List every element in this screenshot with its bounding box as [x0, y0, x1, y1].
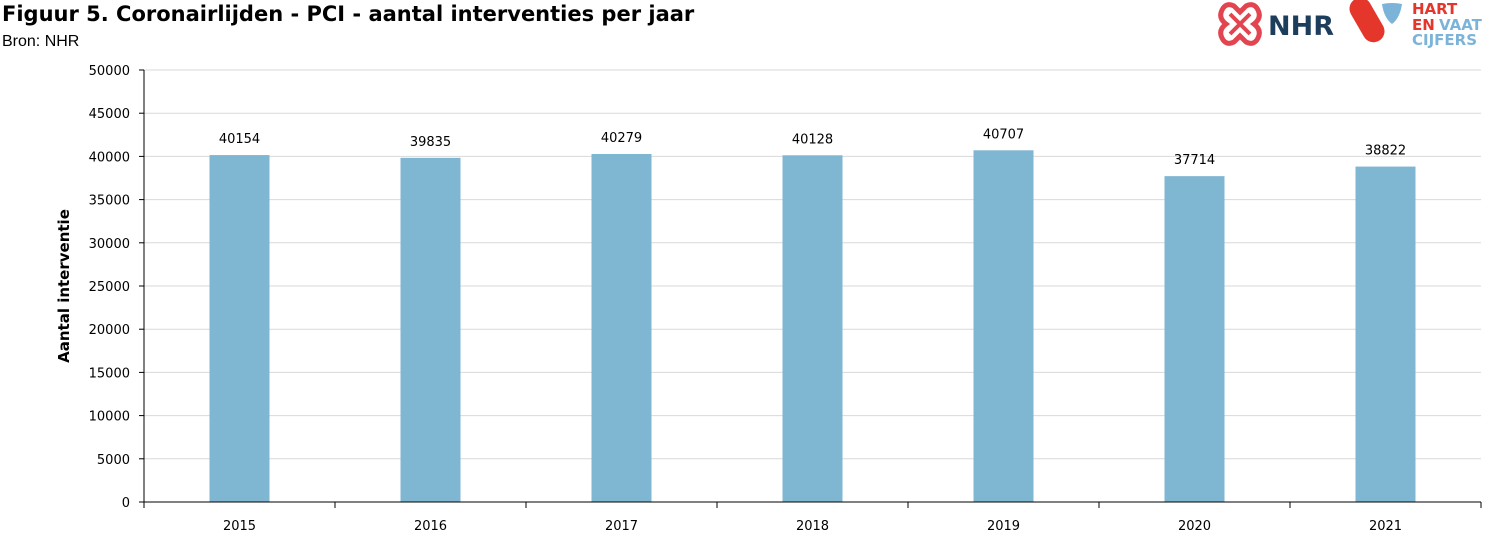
x-tick-label: 2020: [1178, 519, 1211, 534]
data-label: 40128: [792, 132, 833, 147]
bar: [209, 155, 270, 502]
y-tick-label: 5000: [97, 453, 130, 468]
x-tick-label: 2021: [1369, 519, 1402, 534]
hartenvaat-logo-icon: [1349, 0, 1402, 43]
en-text: EN: [1412, 16, 1435, 34]
y-tick-label: 25000: [89, 280, 130, 295]
data-labels: 40154 39835 40279 40128 40707 37714 38822: [219, 127, 1406, 168]
cijfers-text: CIJFERS: [1412, 31, 1477, 48]
y-tick-label: 40000: [89, 150, 130, 165]
bar: [1164, 176, 1225, 502]
y-tick-label: 0: [122, 496, 130, 511]
chart-title: Figuur 5. Coronairlijden - PCI - aantal …: [2, 2, 695, 26]
y-tick-label: 30000: [89, 237, 130, 252]
x-tick-label: 2016: [414, 519, 447, 534]
chart-source: Bron: NHR: [2, 33, 80, 50]
x-tick-label: 2017: [605, 519, 638, 534]
data-label: 38822: [1365, 144, 1406, 159]
data-label: 40707: [983, 127, 1024, 142]
nhr-logo-icon: [1218, 2, 1262, 46]
y-tick-label: 35000: [89, 194, 130, 209]
y-tick-label: 15000: [89, 366, 130, 381]
bar: [973, 150, 1034, 503]
data-label: 39835: [410, 135, 451, 150]
bar: [782, 155, 843, 503]
y-tick-label: 45000: [89, 107, 130, 122]
bar: [591, 153, 652, 502]
hart-text: HART: [1412, 0, 1458, 18]
nhr-logo-text: NHR: [1268, 11, 1334, 42]
bar: [400, 157, 461, 502]
y-tick-label: 20000: [89, 323, 130, 338]
vaat-text: VAAT: [1439, 16, 1483, 34]
data-label: 37714: [1174, 153, 1215, 168]
y-tick-label: 10000: [89, 410, 130, 425]
data-label: 40154: [219, 132, 260, 147]
bars: [209, 150, 1416, 503]
x-tick-label: 2015: [223, 519, 256, 534]
logo-group: NHR HART EN VAAT CIJFERS: [1218, 0, 1483, 48]
x-tick-label: 2019: [987, 519, 1020, 534]
y-axis-label: Aantal interventie: [55, 209, 73, 363]
bar: [1355, 166, 1416, 502]
y-tick-label: 50000: [89, 64, 130, 79]
data-label: 40279: [601, 131, 642, 146]
axes: 0 5000 10000 15000 20000 25000 30000 35000 40000…: [89, 64, 1482, 534]
x-tick-label: 2018: [796, 519, 829, 534]
